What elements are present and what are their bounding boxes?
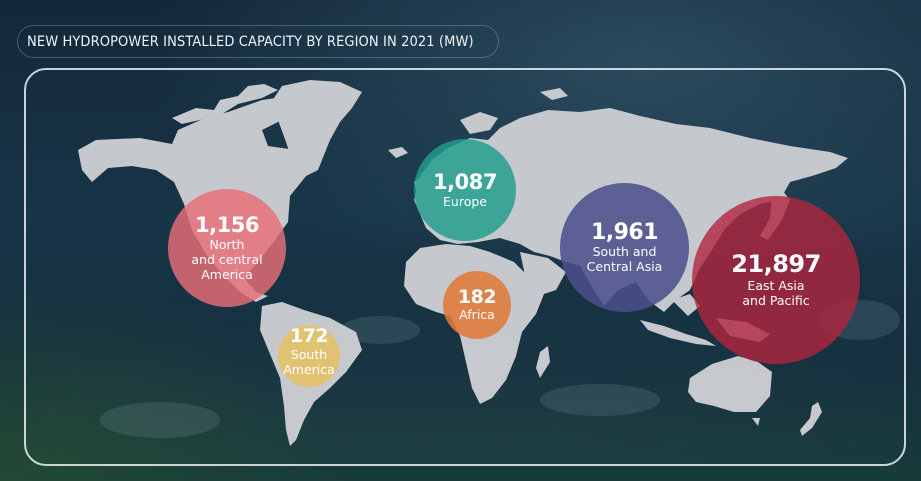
bubble-value: 1,961 bbox=[590, 219, 659, 245]
bubble-north-central-america[interactable]: 1,156 North and central America bbox=[168, 189, 286, 307]
bubble-label: Central Asia bbox=[586, 259, 663, 275]
bubble-label: Africa bbox=[459, 307, 495, 323]
bubble-label: America bbox=[201, 266, 253, 282]
chart-title: NEW HYDROPOWER INSTALLED CAPACITY BY REG… bbox=[17, 25, 499, 58]
bubble-label: East Asia bbox=[747, 277, 805, 293]
bubble-south-central-asia[interactable]: 1,961 South and Central Asia bbox=[560, 183, 689, 312]
bubble-south-america[interactable]: 172 South America bbox=[278, 325, 340, 387]
bubble-europe[interactable]: 1,087 Europe bbox=[414, 139, 516, 241]
bubble-label: Europe bbox=[443, 193, 487, 209]
bubble-value: 1,087 bbox=[433, 170, 497, 195]
bubble-label: and Pacific bbox=[742, 292, 810, 308]
bubble-label: South bbox=[290, 346, 328, 362]
bubble-east-asia-pacific[interactable]: 21,897 East Asia and Pacific bbox=[692, 196, 860, 364]
bubble-label: America bbox=[283, 361, 335, 377]
greenland-landmass bbox=[270, 80, 362, 178]
bubble-africa[interactable]: 182 Africa bbox=[443, 271, 511, 339]
bubble-value: 182 bbox=[457, 285, 497, 308]
australia-landmass bbox=[688, 356, 772, 412]
bubble-label: and central bbox=[191, 251, 263, 267]
bubble-value: 21,897 bbox=[731, 250, 821, 279]
new-zealand-landmass bbox=[800, 402, 822, 436]
bubble-label: North bbox=[209, 236, 245, 252]
bubble-label: South and bbox=[592, 244, 657, 260]
bubble-value: 172 bbox=[289, 325, 329, 347]
bubble-value: 1,156 bbox=[195, 213, 259, 238]
